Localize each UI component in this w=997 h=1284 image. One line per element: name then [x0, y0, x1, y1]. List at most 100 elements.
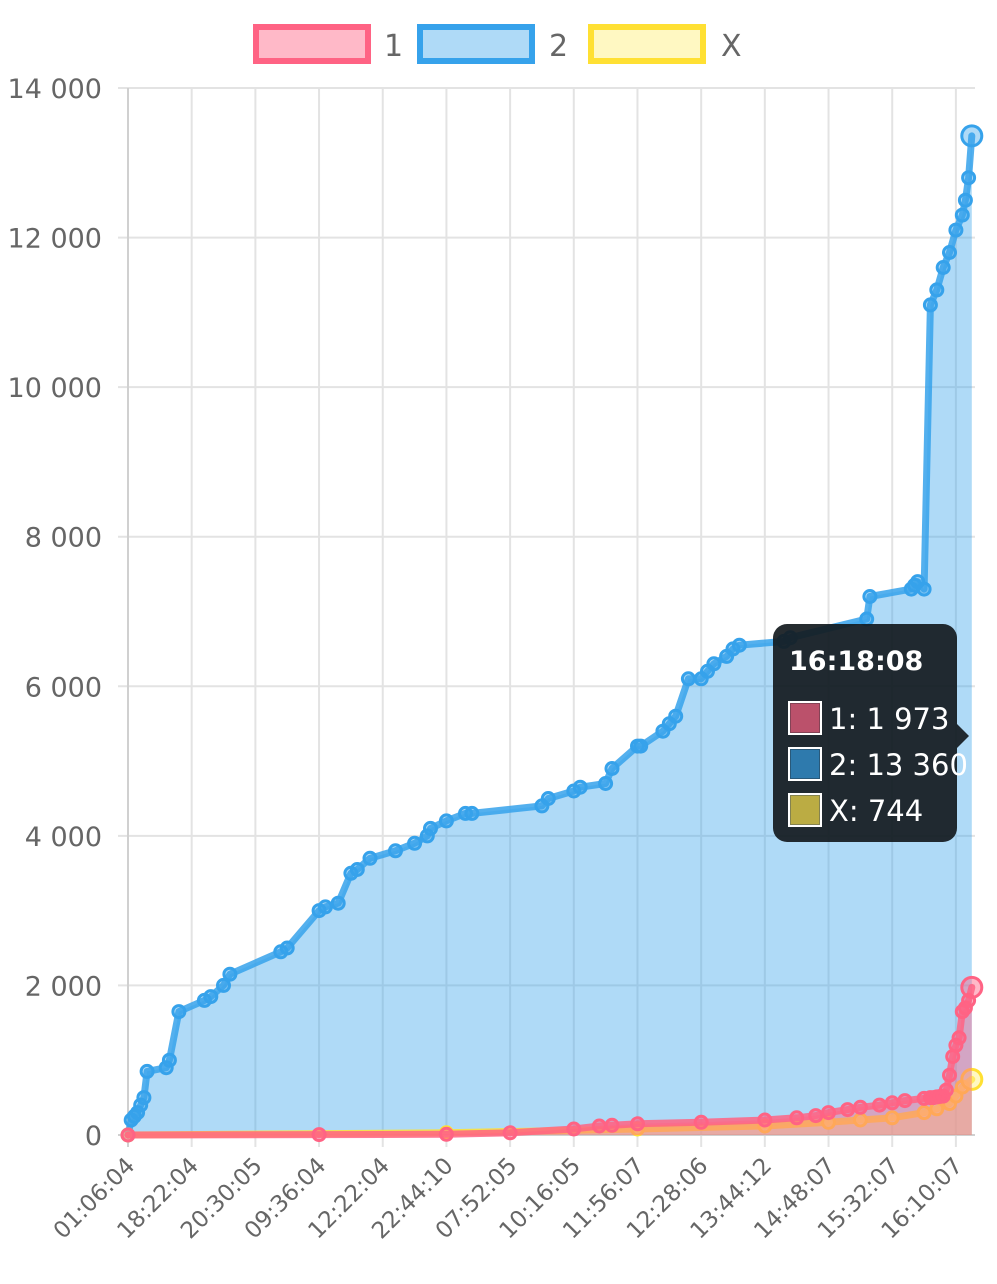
series-2-point[interactable] — [961, 170, 977, 186]
series-2-point[interactable] — [438, 813, 454, 829]
series-X-point[interactable] — [916, 1105, 932, 1121]
y-tick-label: 2 000 — [25, 971, 102, 1002]
series-1-point[interactable] — [630, 1116, 645, 1132]
tooltip-swatch-2 — [788, 747, 822, 781]
series-1-point[interactable] — [502, 1125, 518, 1141]
y-tick-label: 10 000 — [8, 373, 102, 404]
series-2-area — [128, 135, 972, 1135]
series-2-point[interactable] — [916, 581, 932, 597]
series-X-point[interactable] — [884, 1110, 900, 1126]
legend-item-2[interactable]: 2 — [417, 24, 568, 64]
tooltip-background — [773, 624, 957, 842]
y-axis-ticks: 0 2 000 4 000 6 000 8 000 10 000 12 000 14 000 — [8, 74, 102, 1152]
series-1-point[interactable] — [808, 1108, 824, 1124]
legend-swatch-2 — [417, 24, 535, 64]
y-tick-label: 8 000 — [25, 523, 102, 554]
series-2-point[interactable] — [598, 776, 614, 791]
series-2-point[interactable] — [362, 850, 378, 866]
series-2-point[interactable] — [540, 791, 556, 806]
legend-item-X[interactable]: X — [588, 24, 742, 64]
legend-label-2: 2 — [549, 29, 568, 64]
tooltip-line-2: 2: 13 360 — [829, 748, 968, 782]
legend-swatch-1 — [253, 24, 371, 64]
tooltip-swatch-fill-X — [791, 796, 819, 824]
series-2-point[interactable] — [862, 589, 878, 604]
tooltip-caret — [957, 724, 969, 748]
legend-label-X: X — [721, 29, 742, 64]
series-1-point[interactable] — [604, 1117, 620, 1133]
series-1-point[interactable] — [942, 1067, 957, 1083]
legend-item-1[interactable]: 1 — [253, 24, 403, 64]
series-2-point[interactable] — [330, 895, 346, 911]
series-1-point[interactable] — [311, 1127, 327, 1143]
series-1-point[interactable] — [821, 1105, 836, 1121]
series-2-point[interactable] — [349, 862, 365, 877]
series-1-point[interactable] — [938, 1082, 954, 1098]
grid — [118, 87, 975, 1147]
series-1-point[interactable] — [884, 1095, 900, 1111]
series-2-point[interactable] — [279, 940, 295, 956]
series-1-point[interactable] — [951, 1030, 967, 1046]
tooltip-swatch-1 — [788, 701, 822, 735]
series-2-point[interactable] — [960, 124, 984, 148]
series-2-point[interactable] — [929, 282, 945, 298]
legend-label-1: 1 — [384, 29, 403, 64]
tooltip-box: 16:18:08 1: 1 973 2: 13 360 X: 744 — [773, 624, 969, 842]
tooltip: 16:18:08 1: 1 973 2: 13 360 X: 744 — [773, 624, 969, 842]
series-X-point[interactable] — [960, 1067, 984, 1091]
series-X-area — [128, 1079, 972, 1135]
series-1-point[interactable] — [789, 1110, 805, 1126]
series-2-point[interactable] — [680, 671, 696, 687]
series-1-point[interactable] — [872, 1097, 887, 1113]
series-2-point[interactable] — [957, 192, 973, 208]
series-1-point[interactable] — [566, 1121, 582, 1137]
y-tick-label: 6 000 — [25, 672, 102, 703]
series-2-point[interactable] — [935, 260, 951, 275]
series-1-point[interactable] — [591, 1118, 607, 1134]
series-2-point[interactable] — [388, 843, 403, 859]
tooltip-swatch-X — [788, 793, 822, 827]
series-1-point[interactable] — [852, 1099, 868, 1115]
series-2-point[interactable] — [317, 899, 333, 915]
series-1-area — [128, 987, 972, 1135]
series-1-point[interactable] — [840, 1102, 856, 1118]
series-1-point[interactable] — [897, 1093, 913, 1109]
series-2-point[interactable] — [464, 805, 480, 821]
series-1-point[interactable] — [960, 975, 984, 999]
series-1-point[interactable] — [120, 1127, 136, 1143]
series-2-point[interactable] — [407, 835, 423, 851]
series-2-point[interactable] — [161, 1052, 177, 1068]
series-2-point[interactable] — [731, 637, 747, 653]
series-2-point[interactable] — [139, 1063, 155, 1079]
series-2-point[interactable] — [171, 1004, 187, 1020]
tooltip-title: 16:18:08 — [789, 646, 923, 677]
series-2-point[interactable] — [954, 207, 970, 223]
series-2-point[interactable] — [572, 779, 588, 795]
series-2-point[interactable] — [216, 977, 231, 993]
series-2-point[interactable] — [668, 708, 684, 724]
y-tick-label: 4 000 — [25, 822, 102, 853]
y-tick-label: 14 000 — [8, 74, 102, 105]
series-1-point[interactable] — [757, 1112, 773, 1128]
x-axis-ticks: 01:06:0418:22:0420:30:0509:36:0412:22:04… — [49, 1153, 968, 1244]
series-2-point[interactable] — [604, 761, 620, 776]
series-2-point[interactable] — [942, 245, 957, 260]
series-2 — [120, 124, 984, 1143]
series-2-point[interactable] — [136, 1090, 152, 1106]
series-2-point[interactable] — [633, 738, 649, 754]
series-2-point[interactable] — [859, 611, 875, 627]
series-2-point[interactable] — [706, 656, 722, 672]
series-1-point[interactable] — [693, 1114, 709, 1130]
series-2-point[interactable] — [222, 966, 238, 982]
series-1-line — [124, 983, 976, 1139]
legend[interactable]: 1 2 X — [253, 24, 742, 64]
tooltip-swatch-fill-1 — [791, 704, 819, 732]
series-2-point[interactable] — [922, 297, 938, 313]
series-2-point[interactable] — [948, 222, 964, 238]
series-2-point[interactable] — [423, 820, 438, 836]
series-1-point[interactable] — [438, 1126, 454, 1142]
tooltip-line-X: X: 744 — [829, 794, 923, 828]
series-2-point[interactable] — [203, 989, 219, 1005]
